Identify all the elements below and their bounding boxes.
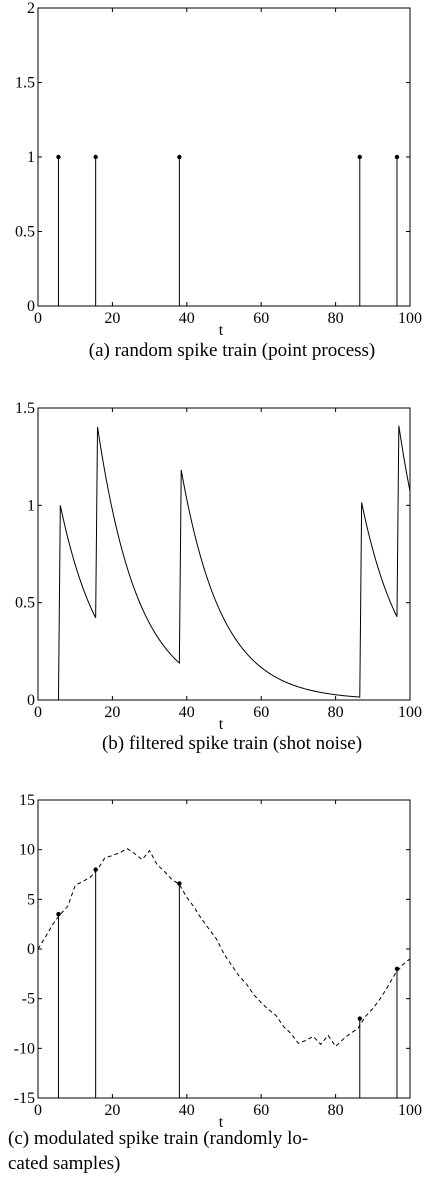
y-tick-label: 10 [19,842,35,859]
x-axis-label: t [219,716,224,733]
shot-noise-line [38,425,411,701]
y-tick-label: 15 [19,792,35,809]
y-tick-label: 1.5 [15,75,35,92]
axes-frame [37,407,411,701]
x-tick-label: 80 [328,704,344,721]
y-tick-label: 0 [27,941,35,958]
x-tick-label: 0 [34,1102,42,1119]
x-tick-label: 60 [253,1102,269,1119]
x-tick-label: 80 [328,1102,344,1119]
x-tick-label: 80 [328,310,344,327]
sample-marker [177,881,182,886]
x-axis-label: t [219,322,224,339]
stem-marker [357,154,362,160]
stem-marker [394,154,400,160]
y-tick-label: 2 [27,0,35,17]
sample-marker [93,867,98,872]
sample-marker [394,966,400,972]
x-tick-label: 40 [179,310,195,327]
stem-marker [93,154,98,160]
y-tick-label: -5 [22,991,35,1008]
y-tick-label: 1 [27,497,35,514]
y-tick-label: 5 [27,891,35,908]
x-tick-label: 60 [253,310,269,327]
x-tick-label: 20 [104,704,120,721]
x-tick-label: 20 [104,1102,120,1119]
modulating-signal-line [37,848,411,1048]
sample-marker [357,1016,362,1021]
stem-marker [177,154,182,160]
x-tick-label: 100 [398,310,422,327]
x-tick-label: 60 [253,704,269,721]
x-tick-label: 40 [179,704,195,721]
x-tick-label: 40 [179,1102,195,1119]
chart-panel-2: 0 20 40 60 80 100 0 0.5 1 1.5 t(b) filtered spike … [15,400,422,754]
x-tick-label: 100 [398,1102,422,1119]
x-tick-label: 0 [34,310,42,327]
y-tick-label: 0.5 [15,595,35,612]
figure-caption: (c) modulated spike train (randomly lo- [8,1128,308,1149]
x-tick-label: 0 [34,704,42,721]
axes-frame [37,799,411,1099]
x-axis-label: t [219,1114,224,1131]
y-tick-label: 0 [27,298,35,315]
y-tick-label: 1 [27,149,35,166]
x-tick-label: 20 [104,310,120,327]
y-tick-label: -15 [14,1090,35,1107]
y-tick-label: 0.5 [15,224,35,241]
chart-panel-1: 0 20 40 60 80 100 0 0.5 1 1.5 2 t(a) random spike t… [15,0,422,361]
figure-caption: (a) random spike train (point process) [89,340,376,361]
y-tick-label: 0 [27,692,35,709]
x-tick-label: 100 [398,704,422,721]
stem-marker [56,154,61,160]
y-tick-label: -10 [14,1040,35,1057]
chart-panel-3: 0 20 40 60 80 100 -15 -10 -5 0 5 10 15 t(c) modulated… [8,792,422,1174]
y-tick-label: 1.5 [15,400,35,417]
figure-caption: (b) filtered spike train (shot noise) [102,733,362,754]
sample-marker [56,912,61,917]
figure-caption: cated samples) [8,1153,120,1174]
